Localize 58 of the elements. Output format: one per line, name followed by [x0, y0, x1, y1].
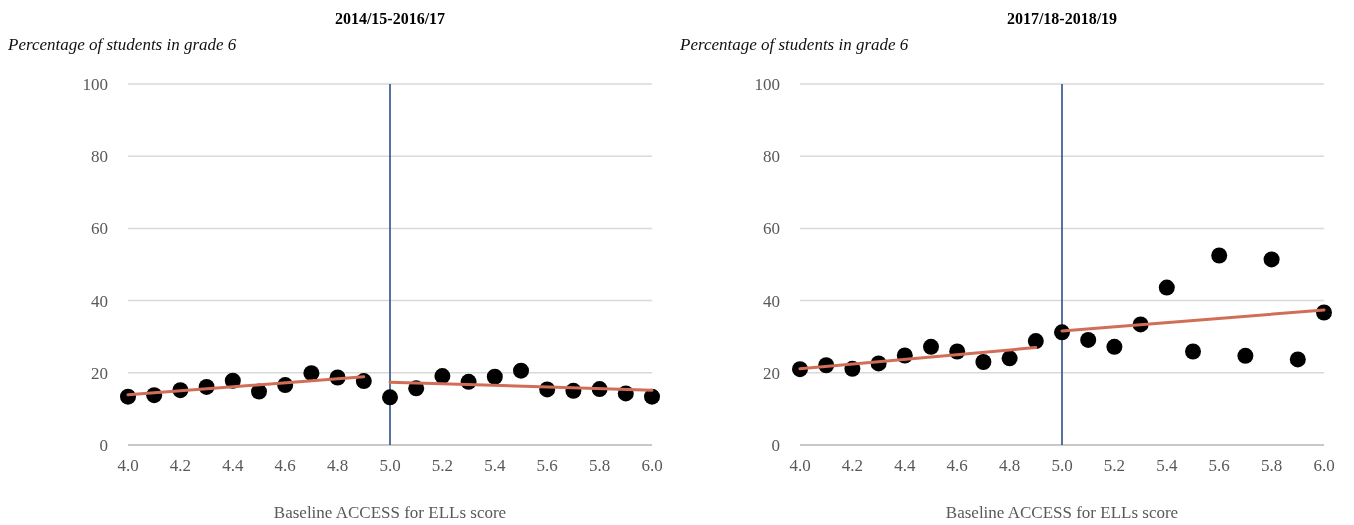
x-tick-label: 4.2 [169, 456, 192, 475]
y-axis-title: Percentage of students in grade 6 [679, 35, 909, 54]
point [434, 368, 451, 385]
x-tick-label: 5.2 [1103, 456, 1126, 475]
x-tick-label: 4.6 [274, 456, 296, 475]
point [303, 365, 320, 382]
x-tick-label: 4.6 [946, 456, 968, 475]
x-tick-label: 5.2 [431, 456, 454, 475]
x-tick-label: 4.4 [894, 456, 916, 475]
x-tick-label: 4.2 [841, 456, 864, 475]
y-tick-label: 20 [763, 363, 780, 383]
point [1237, 347, 1254, 364]
x-tick-label: 4.0 [117, 456, 139, 475]
point [1027, 333, 1044, 350]
x-tick-label: 5.4 [484, 456, 506, 475]
x-tick-label: 5.6 [536, 456, 558, 475]
point [382, 389, 398, 406]
chart-title: 2017/18-2018/19 [1006, 10, 1118, 27]
y-tick-label: 20 [91, 363, 108, 383]
point [1185, 343, 1201, 360]
point [1263, 251, 1280, 268]
point [1001, 350, 1018, 367]
y-tick-label: 80 [91, 147, 108, 167]
x-tick-label: 4.4 [222, 456, 244, 475]
x-tick-label: 4.8 [326, 456, 349, 475]
x-tick-label: 5.8 [1260, 456, 1283, 475]
point [1289, 351, 1306, 368]
x-tick-label: 5.4 [1156, 456, 1178, 475]
x-tick-label: 5.6 [1208, 456, 1230, 475]
point [1106, 338, 1123, 355]
point [644, 388, 660, 405]
y-tick-label: 0 [99, 435, 108, 455]
x-axis-title: Baseline ACCESS for ELLs score [945, 503, 1179, 522]
y-tick-label: 60 [763, 219, 780, 239]
point [975, 353, 992, 370]
x-tick-label: 5.8 [588, 456, 611, 475]
x-tick-label: 4.8 [998, 456, 1021, 475]
y-tick-label: 0 [771, 435, 780, 455]
x-tick-label: 6.0 [641, 456, 663, 475]
y-tick-label: 100 [82, 74, 108, 94]
point [1080, 331, 1097, 348]
y-tick-label: 100 [754, 74, 780, 94]
point [486, 368, 503, 385]
x-axis-title: Baseline ACCESS for ELLs score [273, 503, 507, 522]
x-tick-label: 6.0 [1313, 456, 1335, 475]
y-tick-label: 80 [763, 147, 780, 167]
point [1158, 279, 1175, 296]
x-tick-label: 4.0 [789, 456, 811, 475]
y-tick-label: 40 [763, 291, 780, 311]
point [1211, 247, 1228, 264]
x-tick-label: 5.0 [379, 456, 401, 475]
point [923, 338, 939, 355]
chart-title: 2014/15-2016/17 [334, 10, 446, 27]
x-tick-label: 5.0 [1051, 456, 1073, 475]
y-tick-label: 60 [91, 219, 108, 239]
y-axis-title: Percentage of students in grade 6 [7, 35, 237, 54]
y-tick-label: 40 [91, 291, 108, 311]
point [513, 362, 529, 379]
